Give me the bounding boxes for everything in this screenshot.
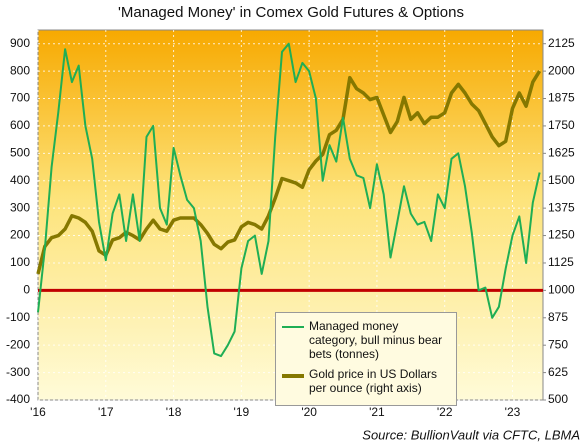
y-tick-label: -200 [6,337,30,351]
y2-tick-label: 2000 [548,63,575,77]
y2-tick-label: 1000 [548,283,575,297]
y-tick-label: 900 [10,36,30,50]
legend: Managed money category, bull minus bear … [275,312,457,406]
y2-tick-label: 500 [548,392,568,406]
y2-tick-label: 1875 [548,91,575,105]
x-tick-label: '20 [301,405,317,419]
legend-item: Managed money category, bull minus bear … [282,319,450,361]
y2-tick-label: 875 [548,310,568,324]
y-tick-label: 300 [10,200,30,214]
y-tick-label: 400 [10,173,30,187]
legend-label: Gold price in US Dollars per ounce (righ… [309,367,438,395]
y-tick-label: 600 [10,118,30,132]
chart-title: 'Managed Money' in Comex Gold Futures & … [118,4,464,21]
x-tick-label: '17 [98,405,114,419]
x-tick-label: '19 [234,405,250,419]
y2-tick-label: 1250 [548,228,575,242]
y-tick-label: 0 [23,283,30,297]
y2-tick-label: 750 [548,337,568,351]
y-tick-label: 200 [10,228,30,242]
x-tick-label: '18 [166,405,182,419]
x-tick-label: '21 [369,405,385,419]
source-note: Source: BullionVault via CFTC, LBMA [362,427,580,442]
y-tick-label: -100 [6,310,30,324]
y-tick-label: 100 [10,255,30,269]
y2-tick-label: 1125 [548,255,574,269]
legend-swatch [282,326,304,328]
series-line [36,70,542,275]
series-line [37,42,541,358]
y2-tick-label: 1375 [548,200,575,214]
y-tick-label: 800 [10,63,30,77]
x-tick-label: '16 [30,405,46,419]
legend-label: Managed money category, bull minus bear … [309,319,443,361]
x-tick-label: '23 [505,405,521,419]
y2-tick-label: 1750 [548,118,575,132]
x-tick-label: '22 [437,405,453,419]
y-tick-label: -300 [6,365,30,379]
y2-tick-label: 625 [548,365,568,379]
legend-swatch [282,374,304,378]
y2-tick-label: 1500 [548,173,575,187]
y-tick-label: -400 [6,392,30,406]
y2-tick-label: 1625 [548,146,575,160]
y-tick-label: 500 [10,146,30,160]
y2-tick-label: 2125 [548,36,575,50]
y-tick-label: 700 [10,91,30,105]
legend-item: Gold price in US Dollars per ounce (righ… [282,367,450,395]
